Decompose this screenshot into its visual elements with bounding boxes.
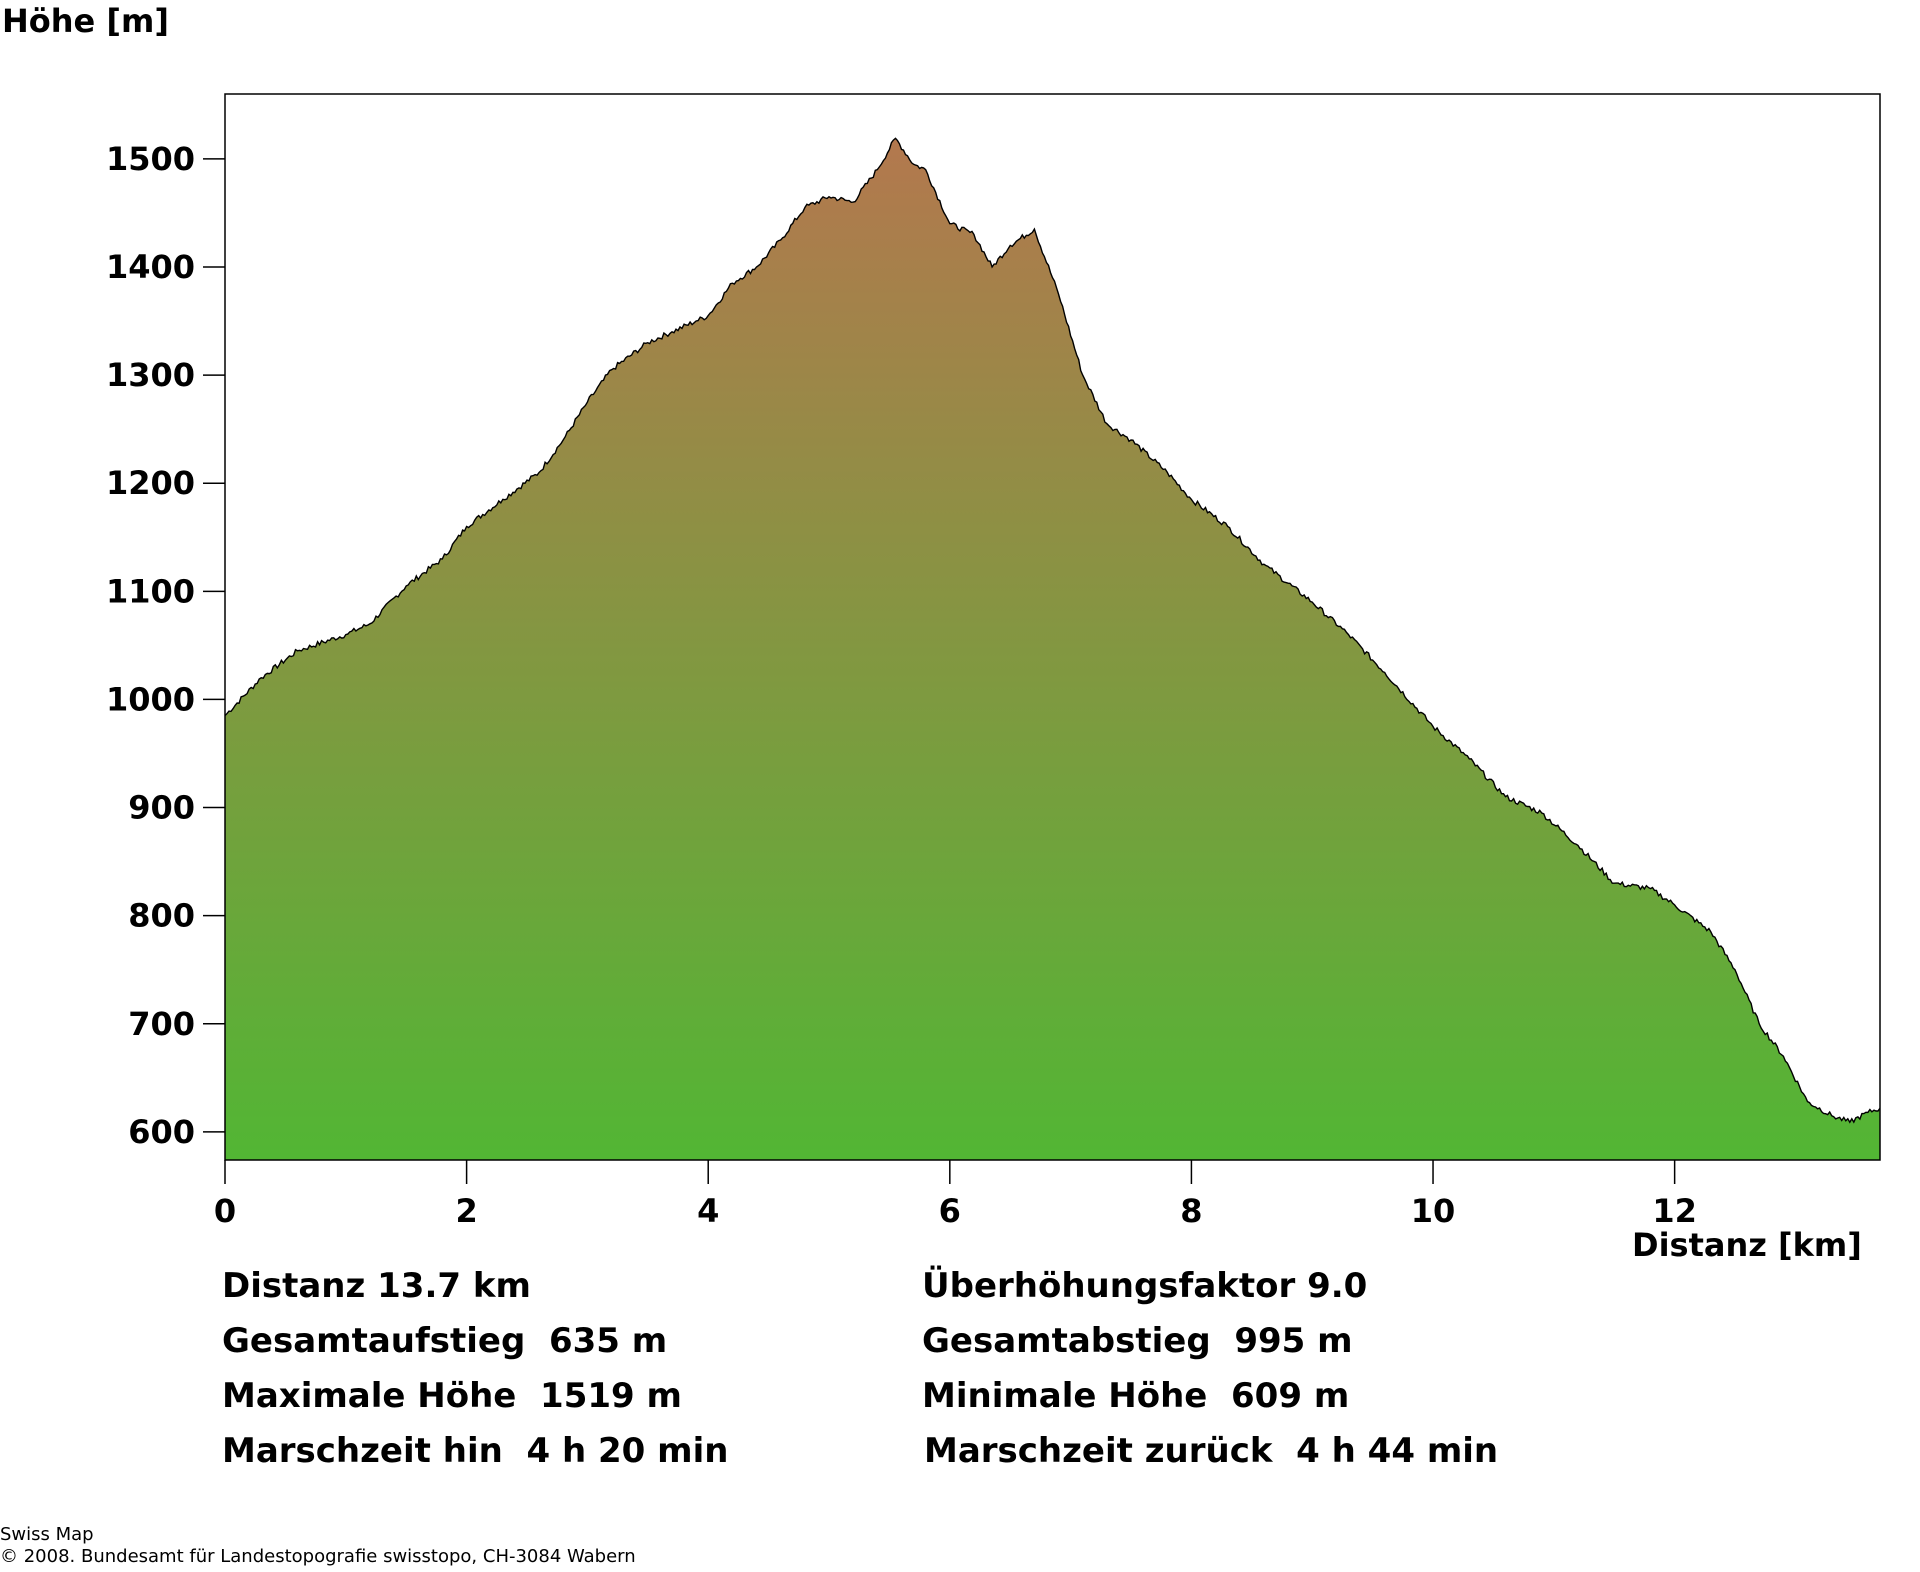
x-tick-label: 4 <box>697 1192 719 1230</box>
stat-gesamtaufstieg: Gesamtaufstieg 635 m <box>222 1321 668 1361</box>
y-tick-label: 900 <box>128 789 195 827</box>
y-tick-label: 1000 <box>106 680 195 718</box>
stat-marschzeit-hin: Marschzeit hin 4 h 20 min <box>222 1431 729 1471</box>
x-axis-label: Distanz [km] <box>1632 1226 1862 1264</box>
x-tick-label: 2 <box>455 1192 477 1230</box>
y-tick-label: 600 <box>128 1113 195 1151</box>
footer-source: Swiss Map <box>0 1524 94 1545</box>
stat-marschzeit-zurueck: Marschzeit zurück 4 h 44 min <box>924 1431 1499 1471</box>
elevation-line <box>225 137 1880 1124</box>
stat-minimale-hoehe: Minimale Höhe 609 m <box>922 1376 1350 1416</box>
y-tick-label: 1400 <box>106 248 195 286</box>
elevation-area <box>225 138 1880 1160</box>
stat-gesamtabstieg: Gesamtabstieg 995 m <box>922 1321 1353 1361</box>
y-tick-label: 700 <box>128 1005 195 1043</box>
y-tick-label: 1100 <box>106 572 195 610</box>
x-tick-label: 6 <box>939 1192 961 1230</box>
y-axis-label: Höhe [m] <box>2 2 169 40</box>
stat-distanz: Distanz 13.7 km <box>222 1266 531 1306</box>
x-tick-label: 0 <box>214 1192 236 1230</box>
y-tick-label: 800 <box>128 897 195 935</box>
y-tick-label: 1300 <box>106 356 195 394</box>
x-tick-label: 8 <box>1180 1192 1202 1230</box>
stat-maximale-hoehe: Maximale Höhe 1519 m <box>222 1376 682 1416</box>
x-tick-label: 12 <box>1652 1192 1697 1230</box>
y-tick-label: 1200 <box>106 464 195 502</box>
plot-frame <box>224 93 1881 1161</box>
stat-ueberhoehungsfaktor: Überhöhungsfaktor 9.0 <box>922 1266 1368 1306</box>
footer-copyright: © 2008. Bundesamt für Landestopografie s… <box>0 1546 636 1567</box>
y-tick-label: 1500 <box>106 140 195 178</box>
x-tick-label: 10 <box>1411 1192 1456 1230</box>
